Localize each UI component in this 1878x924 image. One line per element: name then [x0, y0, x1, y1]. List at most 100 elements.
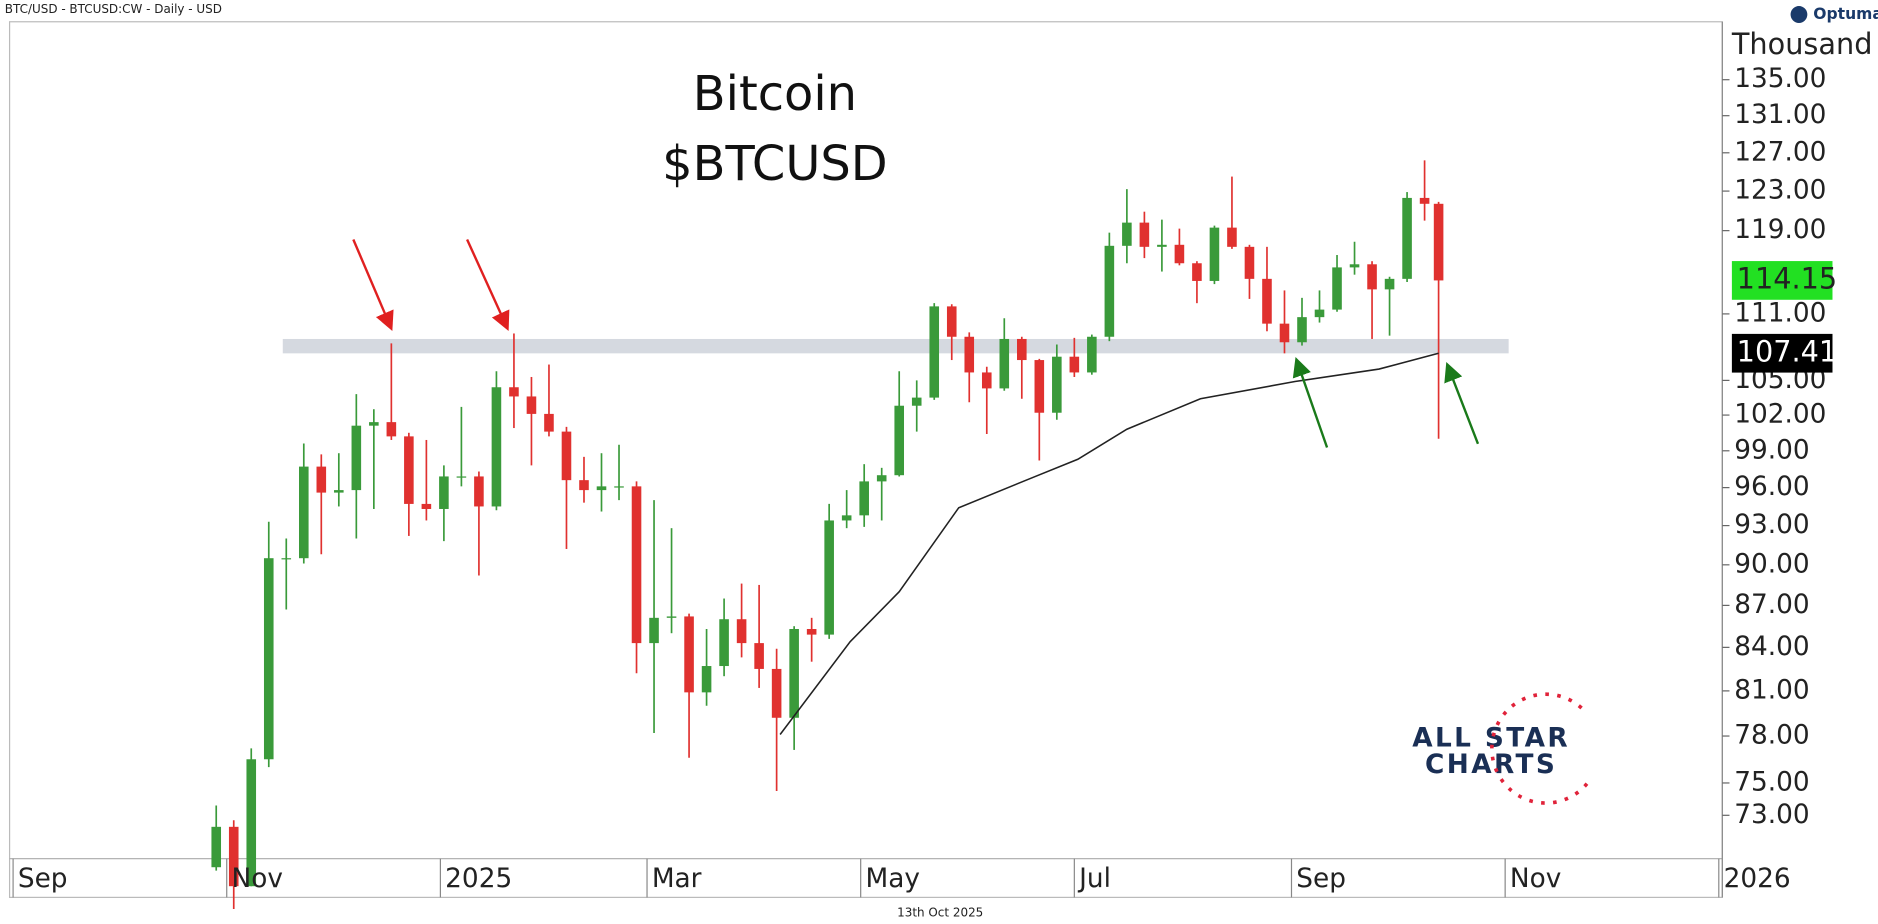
logo: ALL STAR CHARTS	[1412, 692, 1589, 805]
brand: Optuma	[1813, 4, 1878, 23]
candle-body	[1349, 264, 1360, 268]
arrow	[352, 238, 394, 331]
y-tick-label: 84.00	[1734, 631, 1809, 662]
candle-body	[1314, 309, 1325, 318]
candle-body	[369, 422, 379, 426]
candle-body	[1052, 356, 1062, 413]
y-tick-label: 90.00	[1734, 548, 1809, 579]
candle-body	[1069, 356, 1080, 373]
candle-body	[701, 666, 712, 693]
y-tick-label: 75.00	[1734, 766, 1809, 797]
candle-body	[771, 668, 782, 718]
candle-body	[614, 486, 624, 488]
candle-body	[789, 628, 799, 718]
candle-body	[649, 617, 659, 644]
candle-body	[631, 486, 642, 644]
candle-body	[1262, 278, 1272, 324]
x-tick-label: Nov	[1510, 863, 1561, 894]
candle-body	[719, 619, 729, 667]
candle-body	[981, 372, 992, 389]
candle-body	[1297, 317, 1307, 343]
y-unit: Thousand	[1731, 27, 1873, 61]
candle-body	[474, 476, 484, 507]
moving-average	[779, 352, 1439, 735]
title: Bitcoin	[693, 66, 857, 122]
candle-body	[806, 628, 817, 635]
candle-body	[1017, 338, 1027, 361]
candle-body	[1227, 227, 1237, 247]
candle-body	[386, 422, 397, 437]
candle-body	[1157, 244, 1167, 247]
x-tick-label: 2026	[1724, 863, 1791, 894]
candle-body	[246, 759, 257, 887]
x-tick-label: Sep	[1296, 863, 1346, 894]
candle-body	[666, 616, 677, 618]
candle-body	[999, 338, 1010, 389]
y-tick-label: 93.00	[1734, 509, 1809, 540]
y-tick-label: 73.00	[1734, 799, 1809, 830]
ma-value-box	[1731, 333, 1833, 373]
candle-body	[824, 520, 834, 635]
candle-body	[1419, 197, 1430, 204]
candle-body	[1384, 278, 1395, 290]
candle-body	[1244, 246, 1255, 279]
arrow	[1444, 361, 1480, 445]
arrow	[1292, 357, 1329, 448]
candle-body	[1209, 227, 1220, 281]
candle-body	[298, 466, 309, 559]
candle-body	[754, 643, 764, 669]
candle-body	[316, 466, 327, 493]
y-tick-label: 131.00	[1734, 99, 1826, 130]
x-tick-label: Sep	[18, 863, 68, 894]
y-tick-label: 123.00	[1734, 175, 1826, 206]
candle-body	[964, 336, 975, 373]
candle-body	[421, 503, 432, 509]
candle-body	[876, 475, 887, 482]
candle-body	[1104, 245, 1115, 337]
x-tick-label: Jul	[1077, 863, 1111, 894]
candle-body	[211, 826, 222, 868]
logo-text: CHARTS	[1425, 749, 1557, 780]
last-price-box	[1731, 261, 1833, 300]
candle-body	[684, 616, 694, 693]
x-tick-label: 2025	[445, 863, 512, 894]
y-tick-label: 119.00	[1734, 214, 1826, 245]
candle-body	[859, 481, 869, 516]
candle-body	[929, 306, 940, 398]
x-tick-label: Nov	[232, 863, 283, 894]
ma-value-label: 107.41	[1737, 334, 1838, 368]
candle-body	[281, 558, 292, 560]
x-tick-label: Mar	[652, 863, 702, 894]
arrow	[466, 238, 510, 331]
candle-body	[894, 405, 905, 476]
candle-body	[526, 396, 537, 414]
footer: 13th Oct 2025	[897, 906, 983, 920]
candle-body	[1433, 203, 1444, 281]
y-tick-label: 127.00	[1734, 136, 1826, 167]
candle-body	[946, 306, 957, 337]
candle-body	[579, 480, 589, 491]
candle-body	[1174, 244, 1185, 264]
resistance-band	[282, 338, 1509, 354]
y-tick-label: 111.00	[1734, 297, 1826, 328]
candle-body	[544, 413, 554, 432]
candle-body	[351, 425, 362, 491]
candle-body	[841, 515, 852, 521]
candle-body	[509, 387, 519, 397]
y-tick-label: 78.00	[1734, 719, 1809, 750]
candle-body	[1332, 267, 1342, 310]
candle-body	[404, 436, 414, 504]
candle-body	[1087, 336, 1097, 373]
candle-body	[1279, 323, 1290, 343]
x-tick-label: May	[865, 863, 919, 894]
candle-body	[334, 490, 344, 493]
y-tick-label: 81.00	[1734, 674, 1809, 705]
candle-body	[911, 397, 922, 406]
candle-body	[228, 826, 239, 887]
candle-body	[1122, 222, 1132, 246]
candle-body	[1034, 360, 1045, 413]
y-tick-label: 135.00	[1734, 63, 1826, 94]
candle-body	[596, 486, 607, 491]
